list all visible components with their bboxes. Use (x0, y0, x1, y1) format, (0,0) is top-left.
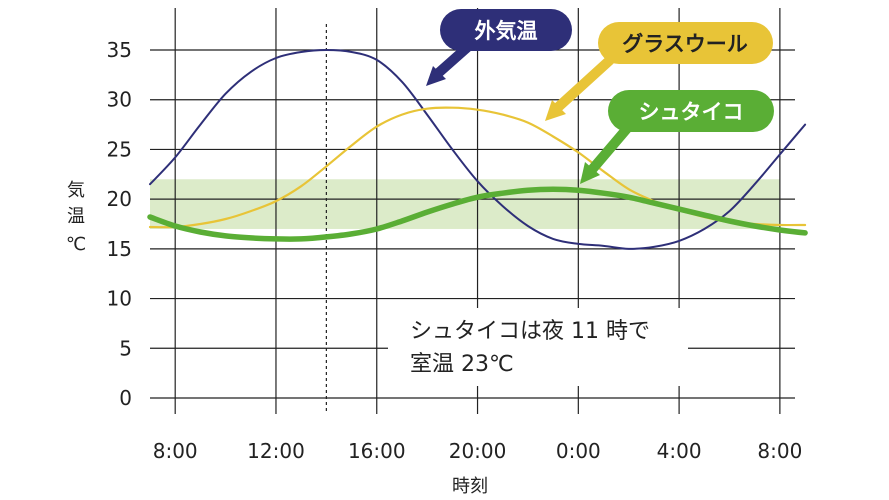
series-lines (147, 49, 808, 250)
x-tick-label: 8:00 (757, 439, 802, 463)
x-tick-label: 8:00 (153, 439, 198, 463)
x-tick-label: 16:00 (348, 439, 406, 463)
annotation-line-2: 室温 23℃ (410, 352, 514, 377)
callout-outdoor: 外気温 (426, 9, 572, 86)
annotation-background (388, 308, 688, 386)
callout-glasswool-pointer (550, 55, 615, 115)
y-axis-title: 気 温 ℃ (66, 180, 86, 255)
callout-schuteiko-label: シュタイコ (639, 100, 744, 124)
x-tick-label: 0:00 (556, 439, 601, 463)
y-tick-label: 35 (107, 38, 132, 62)
callout-outdoor-label: 外気温 (475, 19, 538, 43)
annotation-line-1: シュタイコは夜 11 時で (410, 319, 650, 344)
y-tick-label: 0 (119, 386, 132, 410)
series-outdoor-line (149, 49, 807, 250)
y-tick-label: 20 (107, 187, 132, 211)
callout-schuteiko: シュタイコ (580, 90, 774, 184)
y-axis-title-char-3: ℃ (66, 234, 86, 255)
y-axis-title-char-2: 温 (67, 206, 85, 227)
callout-glasswool-bubble (598, 22, 773, 64)
x-tick-label: 20:00 (449, 439, 507, 463)
comfort-band-rect (150, 179, 780, 229)
callout-schuteiko-bubble (608, 90, 774, 132)
x-axis-title: 時刻 (452, 476, 488, 497)
comfort-band (150, 179, 780, 229)
callout-schuteiko-arrowhead (580, 162, 600, 184)
x-axis-ticks: 8:00 12:00 16:00 20:00 0:00 4:00 8:00 (153, 439, 803, 463)
y-axis-ticks: 0 5 10 15 20 25 30 35 (107, 38, 132, 410)
callout-glasswool-label: グラスウール (622, 32, 748, 56)
y-tick-label: 5 (119, 336, 132, 360)
callout-outdoor-arrowhead (426, 66, 446, 86)
series-schuteiko-line (147, 186, 808, 242)
callout-glasswool: グラスウール (545, 22, 773, 121)
callout-outdoor-bubble (440, 9, 572, 51)
x-tick-label: 12:00 (247, 439, 305, 463)
y-tick-label: 25 (107, 137, 132, 161)
callout-glasswool-arrowhead (545, 100, 566, 121)
callout-schuteiko-pointer (585, 120, 635, 177)
y-axis-title-char-1: 気 (67, 180, 85, 201)
y-tick-label: 10 (107, 287, 132, 311)
x-tick-label: 4:00 (657, 439, 702, 463)
y-tick-label: 30 (107, 88, 132, 112)
annotation: シュタイコは夜 11 時で 室温 23℃ (388, 308, 688, 386)
y-tick-label: 15 (107, 237, 132, 261)
